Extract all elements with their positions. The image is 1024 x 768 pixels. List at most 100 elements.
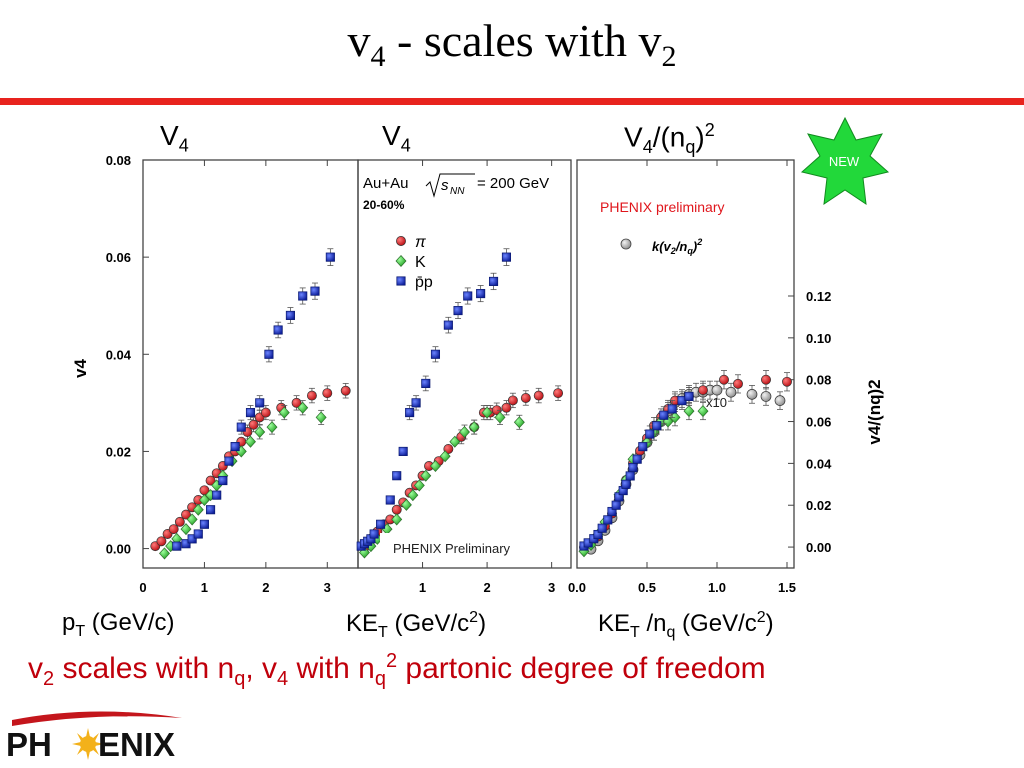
data-point-kaon: [683, 405, 695, 418]
y-tick-label-left: 0.00: [106, 542, 131, 557]
chart-panel-right: 0.0 0.5 1.0 1.5 0.00 0.02 0.04 0.06 0.08 0.10 0.12: [568, 160, 832, 595]
data-point-pion: [205, 475, 216, 486]
new-badge-star: [800, 116, 890, 206]
data-point-pion: [291, 397, 302, 408]
data-point-proton: [453, 306, 463, 316]
data-point-proton: [430, 349, 441, 359]
chart-panel-left: 0 1 2 3 0.00 0.02 0.04 0.06 0.08: [106, 153, 351, 595]
logo-text-right: ENIX: [98, 726, 175, 763]
data-point-proton: [501, 252, 512, 262]
data-point-proton: [212, 490, 222, 500]
data-point-proton: [645, 429, 655, 439]
legend-label-kaon: K: [415, 254, 426, 271]
data-point-proton: [206, 505, 216, 515]
data-point-proton: [443, 320, 453, 330]
data-point-pion: [698, 385, 708, 396]
data-point-proton: [476, 289, 486, 299]
y-tick-label-left: 0.04: [106, 347, 132, 362]
data-point-kaon: [449, 435, 461, 448]
y-tick-label-right: 0.02: [806, 498, 831, 513]
data-point-proton: [611, 500, 621, 510]
data-point-proton: [405, 408, 415, 418]
panel-header-right: V4/(nq)2: [624, 120, 715, 157]
x-tick-label-middle: 3: [548, 580, 555, 595]
y-tick-label-left: 0.06: [106, 250, 131, 265]
data-point-proton: [421, 378, 431, 388]
panel-header-left: V4: [160, 120, 189, 156]
data-point-proton: [187, 534, 197, 544]
legend-label-scaled: k(v2/nq)2: [652, 237, 702, 256]
data-point-kaon: [420, 469, 432, 482]
data-point-pion: [391, 504, 402, 515]
data-point-proton: [325, 252, 335, 262]
data-point-kaon: [459, 425, 470, 439]
data-point-kaon: [413, 479, 425, 492]
data-point-kaon: [278, 406, 290, 419]
x-axis-title-right: KET /nq (GeV/c2): [598, 609, 774, 641]
left-panel-frame: [142, 159, 359, 569]
data-point-proton: [667, 404, 677, 414]
y-tick-label-right: 0.04: [806, 456, 832, 471]
data-point-pion: [340, 385, 351, 396]
middle-panel-frame: [357, 159, 572, 569]
data-point-kaon: [266, 421, 278, 434]
annotation-phenix-preliminary-right: PHENIX preliminary: [600, 199, 724, 215]
data-point-proton: [224, 456, 234, 466]
data-point-proton: [385, 495, 395, 505]
data-point-pion: [761, 374, 771, 385]
data-point-pion: [174, 516, 185, 527]
y-axis-title-left: v4: [71, 359, 90, 378]
data-point-kaon: [494, 411, 506, 424]
data-point-scaled: [725, 386, 737, 398]
y-axis-title-right: v4/(nq)2: [865, 379, 884, 444]
data-point-proton: [193, 529, 203, 539]
title-divider: [0, 98, 1024, 105]
data-point-proton: [398, 446, 408, 456]
plot-frames: [142, 159, 795, 569]
data-point-kaon: [400, 498, 412, 511]
annotation-phenix-preliminary: PHENIX Preliminary: [393, 541, 511, 556]
data-point-proton: [684, 391, 694, 401]
legend-items: πKp̄p: [395, 234, 433, 291]
x-axis-title-middle: KET (GeV/c2): [346, 609, 487, 641]
right-legend: k(v2/nq)2: [620, 237, 702, 256]
data-point-proton: [632, 454, 642, 464]
data-point-proton: [264, 349, 274, 359]
data-point-proton: [376, 519, 386, 529]
y-tick-label-right: 0.06: [806, 415, 831, 430]
x-tick-label-right: 0.5: [638, 580, 656, 595]
logo-text-left: PH: [6, 726, 52, 763]
data-point-proton: [638, 442, 648, 452]
x-tick-label-right: 1.0: [708, 580, 726, 595]
phenix-logo: PH ENIX: [6, 711, 182, 763]
data-point-kaon: [198, 493, 210, 507]
data-point-pion: [782, 376, 792, 387]
data-point-scaled: [711, 384, 723, 396]
x-tick-label-left: 1: [201, 580, 208, 595]
x-tick-label-left: 3: [324, 580, 331, 595]
series-proton-right: [579, 387, 694, 551]
data-point-proton: [603, 515, 613, 525]
data-point-pion: [306, 390, 317, 401]
data-point-kaon: [481, 406, 493, 419]
x-tick-label-middle: 2: [483, 580, 490, 595]
data-point-kaon: [186, 513, 198, 526]
x-axis-title-left: pT (GeV/c): [62, 609, 175, 640]
data-point-kaon: [180, 523, 192, 536]
legend-marker-proton: [396, 276, 406, 286]
data-point-proton: [659, 410, 669, 420]
data-point-kaon: [439, 450, 451, 463]
legend-label-proton: p̄p: [415, 274, 433, 291]
data-point-pion: [733, 378, 743, 389]
data-point-kaon: [254, 425, 266, 439]
data-point-proton: [652, 421, 662, 431]
legend-system-label: Au+Au: [363, 175, 408, 192]
data-point-pion: [260, 407, 271, 418]
data-point-pion: [553, 388, 564, 399]
data-point-pion: [533, 390, 544, 401]
data-point-proton: [625, 471, 635, 481]
series-pion-left: [150, 383, 351, 552]
y-tick-label-right: 0.08: [806, 373, 831, 388]
logo-sun-icon: [72, 728, 104, 760]
